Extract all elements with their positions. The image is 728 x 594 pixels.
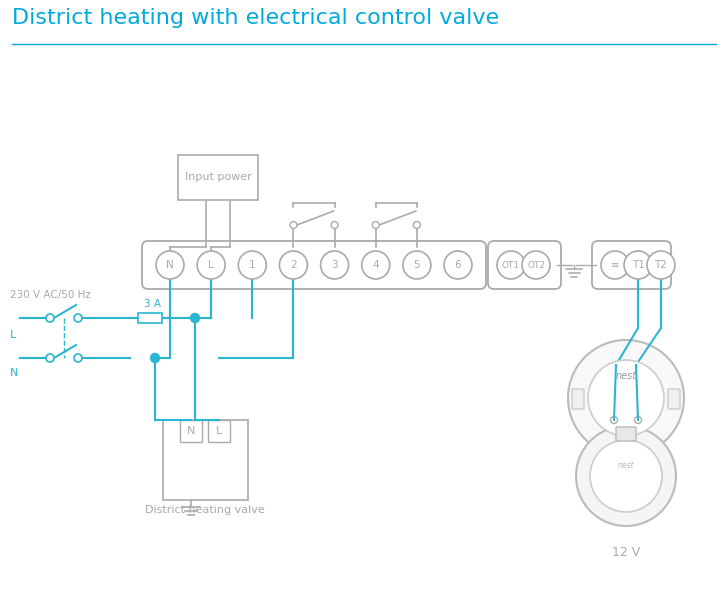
Text: L: L [10, 330, 16, 340]
Text: District heating with electrical control valve: District heating with electrical control… [12, 8, 499, 28]
Circle shape [320, 251, 349, 279]
Text: 1: 1 [249, 260, 256, 270]
FancyBboxPatch shape [178, 155, 258, 200]
Circle shape [647, 251, 675, 279]
Circle shape [414, 222, 420, 229]
Text: 2: 2 [290, 260, 297, 270]
Circle shape [444, 251, 472, 279]
Circle shape [151, 353, 159, 362]
FancyBboxPatch shape [142, 241, 486, 289]
FancyBboxPatch shape [488, 241, 561, 289]
Bar [138, 313, 162, 323]
Text: 3 A: 3 A [144, 299, 161, 309]
Circle shape [197, 251, 225, 279]
Text: 5: 5 [414, 260, 420, 270]
Circle shape [362, 251, 389, 279]
Text: OT2: OT2 [527, 261, 545, 270]
Text: nest: nest [615, 371, 636, 381]
Circle shape [624, 251, 652, 279]
Circle shape [156, 251, 184, 279]
FancyBboxPatch shape [616, 427, 636, 441]
Circle shape [46, 354, 54, 362]
Circle shape [576, 426, 676, 526]
Text: N: N [10, 368, 18, 378]
Text: OT1: OT1 [502, 261, 520, 270]
Text: ≡: ≡ [611, 260, 620, 270]
Circle shape [74, 314, 82, 322]
Text: 3: 3 [331, 260, 338, 270]
Text: T1: T1 [632, 260, 644, 270]
Circle shape [74, 354, 82, 362]
Circle shape [280, 251, 307, 279]
Circle shape [191, 314, 199, 323]
FancyBboxPatch shape [180, 420, 202, 442]
FancyBboxPatch shape [162, 420, 248, 500]
FancyBboxPatch shape [572, 389, 584, 409]
Text: 6: 6 [455, 260, 462, 270]
FancyBboxPatch shape [592, 241, 671, 289]
Text: nest: nest [617, 462, 634, 470]
Circle shape [372, 222, 379, 229]
Text: Input power: Input power [185, 172, 251, 182]
Circle shape [331, 222, 338, 229]
Circle shape [601, 251, 629, 279]
Circle shape [290, 222, 297, 229]
Circle shape [403, 251, 431, 279]
Text: N: N [166, 260, 174, 270]
FancyBboxPatch shape [208, 420, 230, 442]
Circle shape [568, 340, 684, 456]
Circle shape [238, 251, 266, 279]
Text: L: L [216, 426, 222, 436]
Text: 12 V: 12 V [612, 545, 640, 558]
Circle shape [611, 416, 617, 424]
Text: District heating valve: District heating valve [145, 505, 265, 515]
Circle shape [588, 360, 664, 436]
FancyBboxPatch shape [668, 389, 680, 409]
Text: 230 V AC/50 Hz: 230 V AC/50 Hz [10, 290, 91, 300]
Circle shape [590, 440, 662, 512]
Circle shape [635, 416, 641, 424]
Circle shape [46, 314, 54, 322]
Circle shape [497, 251, 525, 279]
Text: L: L [208, 260, 214, 270]
Text: N: N [187, 426, 195, 436]
Text: T2: T2 [654, 260, 668, 270]
Circle shape [522, 251, 550, 279]
Text: 4: 4 [373, 260, 379, 270]
